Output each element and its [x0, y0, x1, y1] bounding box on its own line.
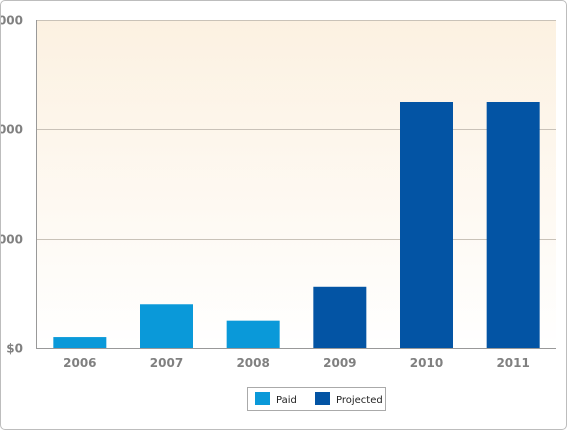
legend-swatch-paid [255, 392, 270, 405]
axes [36, 20, 556, 349]
bar-projected-2010 [400, 102, 453, 348]
legend-label-paid: Paid [276, 395, 297, 406]
y-tick-label: $0 [6, 342, 23, 356]
legend-label-projected: Projected [336, 395, 383, 406]
x-tick-label: 2008 [236, 356, 269, 370]
x-tick-labels: 2006 2007 2008 2009 2010 2011 [63, 356, 530, 370]
bar-paid-2008 [226, 320, 280, 348]
gridlines [36, 20, 556, 240]
y-tick-label: 000 [1, 123, 23, 137]
x-tick-label: 2006 [63, 356, 96, 370]
y-tick-label: 000 [1, 233, 23, 247]
y-tick-label: 000 [1, 14, 23, 28]
legend: Paid Projected [247, 387, 386, 411]
bars [53, 102, 540, 348]
x-tick-label: 2009 [323, 356, 356, 370]
bar-projected-2011 [486, 102, 540, 348]
plot-background [36, 20, 556, 348]
legend-swatch-projected [315, 392, 330, 405]
bar-paid-2006 [53, 337, 107, 348]
x-tick-label: 2007 [150, 356, 183, 370]
x-tick-label: 2010 [410, 356, 443, 370]
bar-paid-2007 [140, 304, 193, 348]
y-tick-labels: $0 000 000 000 [1, 14, 23, 356]
x-tick-label: 2011 [496, 356, 529, 370]
bar-projected-2009 [313, 286, 367, 348]
